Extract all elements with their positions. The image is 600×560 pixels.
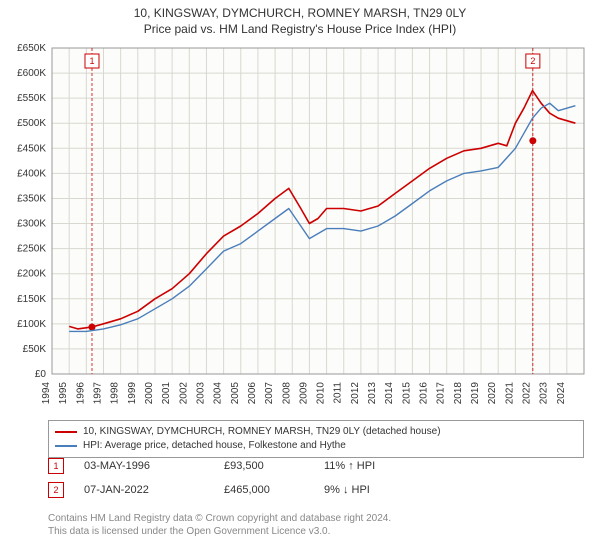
- svg-text:2021: 2021: [504, 382, 515, 405]
- svg-text:£550K: £550K: [17, 93, 46, 104]
- svg-text:£150K: £150K: [17, 294, 46, 305]
- svg-text:2014: 2014: [384, 382, 395, 405]
- svg-text:2017: 2017: [436, 382, 447, 405]
- title-block: 10, KINGSWAY, DYMCHURCH, ROMNEY MARSH, T…: [0, 0, 600, 36]
- svg-text:2003: 2003: [195, 382, 206, 405]
- svg-text:2011: 2011: [333, 382, 344, 404]
- sale-date-2: 07-JAN-2022: [84, 484, 224, 496]
- svg-text:2022: 2022: [522, 382, 533, 405]
- legend-label-property: 10, KINGSWAY, DYMCHURCH, ROMNEY MARSH, T…: [83, 425, 441, 439]
- svg-text:1994: 1994: [41, 382, 52, 405]
- svg-text:2009: 2009: [298, 382, 309, 405]
- legend-swatch-property: [55, 431, 77, 433]
- legend: 10, KINGSWAY, DYMCHURCH, ROMNEY MARSH, T…: [48, 420, 584, 458]
- svg-text:1996: 1996: [75, 382, 86, 405]
- sales-table: 1 03-MAY-1996 £93,500 11% ↑ HPI 2 07-JAN…: [48, 458, 584, 506]
- svg-text:2013: 2013: [367, 382, 378, 405]
- footer-line2: This data is licensed under the Open Gov…: [48, 525, 391, 538]
- legend-swatch-hpi: [55, 445, 77, 447]
- svg-text:£500K: £500K: [17, 118, 46, 129]
- page: 10, KINGSWAY, DYMCHURCH, ROMNEY MARSH, T…: [0, 0, 600, 560]
- sale-row-1: 1 03-MAY-1996 £93,500 11% ↑ HPI: [48, 458, 584, 474]
- sale-delta-2: 9% ↓ HPI: [324, 484, 444, 496]
- svg-text:2005: 2005: [230, 382, 241, 405]
- svg-text:2004: 2004: [213, 382, 224, 405]
- svg-text:2018: 2018: [453, 382, 464, 405]
- svg-text:2008: 2008: [281, 382, 292, 405]
- footer-line1: Contains HM Land Registry data © Crown c…: [48, 512, 391, 525]
- sale-marker-1-num: 1: [53, 461, 58, 471]
- sale-marker-2: 2: [48, 482, 64, 498]
- footer: Contains HM Land Registry data © Crown c…: [48, 512, 391, 538]
- svg-text:2001: 2001: [161, 382, 172, 405]
- svg-text:2020: 2020: [487, 382, 498, 405]
- sale-price-2: £465,000: [224, 484, 324, 496]
- svg-text:£450K: £450K: [17, 143, 46, 154]
- sale-row-2: 2 07-JAN-2022 £465,000 9% ↓ HPI: [48, 482, 584, 498]
- legend-item-hpi: HPI: Average price, detached house, Folk…: [55, 439, 577, 453]
- svg-text:£650K: £650K: [17, 43, 46, 54]
- svg-text:£0: £0: [35, 369, 47, 380]
- svg-text:2024: 2024: [556, 382, 567, 405]
- svg-text:2: 2: [530, 56, 535, 66]
- sale-delta-1: 11% ↑ HPI: [324, 460, 444, 472]
- sale-marker-1: 1: [48, 458, 64, 474]
- svg-text:1995: 1995: [58, 382, 69, 405]
- svg-text:2023: 2023: [539, 382, 550, 405]
- svg-text:1: 1: [89, 56, 94, 66]
- svg-text:1997: 1997: [92, 382, 103, 405]
- svg-text:2019: 2019: [470, 382, 481, 405]
- svg-text:£200K: £200K: [17, 269, 46, 280]
- svg-text:£600K: £600K: [17, 68, 46, 79]
- legend-item-property: 10, KINGSWAY, DYMCHURCH, ROMNEY MARSH, T…: [55, 425, 577, 439]
- title-address: 10, KINGSWAY, DYMCHURCH, ROMNEY MARSH, T…: [0, 6, 600, 20]
- svg-text:2000: 2000: [144, 382, 155, 405]
- svg-text:£300K: £300K: [17, 219, 46, 230]
- svg-text:£250K: £250K: [17, 244, 46, 255]
- sale-date-1: 03-MAY-1996: [84, 460, 224, 472]
- svg-text:£50K: £50K: [23, 344, 47, 355]
- svg-text:2002: 2002: [178, 382, 189, 405]
- svg-text:2016: 2016: [419, 382, 430, 405]
- legend-label-hpi: HPI: Average price, detached house, Folk…: [83, 439, 346, 453]
- chart: £0£50K£100K£150K£200K£250K£300K£350K£400…: [48, 44, 588, 414]
- title-subtitle: Price paid vs. HM Land Registry's House …: [0, 22, 600, 36]
- svg-text:£350K: £350K: [17, 193, 46, 204]
- svg-text:£400K: £400K: [17, 168, 46, 179]
- sale-price-1: £93,500: [224, 460, 324, 472]
- svg-text:1998: 1998: [110, 382, 121, 405]
- svg-text:2006: 2006: [247, 382, 258, 405]
- svg-text:£100K: £100K: [17, 319, 46, 330]
- svg-text:2010: 2010: [316, 382, 327, 405]
- svg-text:2015: 2015: [401, 382, 412, 405]
- svg-text:1999: 1999: [127, 382, 138, 405]
- svg-text:2007: 2007: [264, 382, 275, 405]
- sale-marker-2-num: 2: [53, 485, 58, 495]
- svg-text:2012: 2012: [350, 382, 361, 405]
- chart-svg: £0£50K£100K£150K£200K£250K£300K£350K£400…: [48, 44, 588, 414]
